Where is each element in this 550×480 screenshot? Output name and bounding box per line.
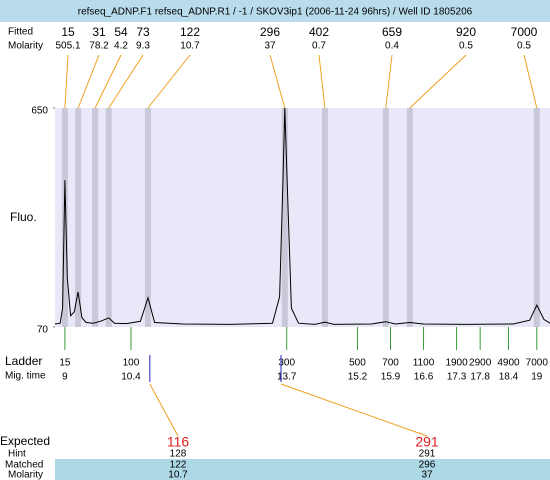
peak-size: 296 [260,25,280,39]
peak-molarity: 10.7 [180,41,200,52]
peak-size: 73 [136,25,150,39]
peak-size: 31 [92,25,106,39]
ladder-time: 13.7 [277,372,297,383]
expected-molarity-label: Molarity [8,470,43,480]
title: refseq_ADNP.F1 refseq_ADNP.R1 / -1 / SKO… [78,7,473,18]
expected-value: 116 [167,434,190,450]
ladder-size: 500 [349,358,366,369]
peak-molarity: 4.2 [114,41,128,52]
ladder-time: 15.2 [348,372,368,383]
peak-molarity: 9.3 [136,41,150,52]
peak-molarity: 0.5 [459,41,473,52]
molarity-value: 10.7 [168,470,188,480]
ladder-time: 17.3 [447,372,467,383]
hint-value: 291 [419,449,436,460]
peak-band [321,108,328,327]
peak-size: 402 [309,25,329,39]
molarity-value: 37 [421,470,433,480]
peak-connector [94,54,122,109]
peak-connector [147,54,191,109]
peak-band [144,108,151,327]
hint-value: 128 [170,449,187,460]
ladder-time: 10.4 [121,372,141,383]
ladder-size: 15 [59,358,71,369]
matched-band [55,459,550,480]
header-bar [0,0,550,22]
peak-connector [108,54,144,109]
peak-size: 122 [180,25,200,39]
peak-size: 54 [114,25,128,39]
peak-molarity: 0.7 [312,41,326,52]
peak-size: 920 [456,25,476,39]
peak-band [382,108,389,327]
ladder-size: 300 [278,358,295,369]
ladder-size: 7000 [526,358,549,369]
ladder-size: 100 [123,358,140,369]
ladder-time: 15.9 [381,372,401,383]
peak-connector [409,54,467,109]
ladder-size: 1900 [445,358,468,369]
peak-connector [64,54,69,109]
expected-label: Expected [0,434,50,448]
peak-size: 7000 [511,25,538,39]
y-tick-label: 70 [37,325,49,336]
mig-time-label: Mig. time [5,371,46,382]
ladder-time: 17.8 [470,372,490,383]
matched-value: 122 [170,460,187,471]
size-row-label: Fitted [8,27,33,38]
expected-connector [280,383,428,437]
peak-band [92,108,99,327]
ladder-time: 16.6 [414,372,434,383]
ladder-size: 1100 [413,358,435,369]
peak-band [281,108,288,327]
ladder-size: 4900 [497,358,520,369]
peak-size: 659 [382,25,402,39]
ladder-time: 19 [531,372,543,383]
expected-value: 291 [415,434,439,450]
ladder-size: 2900 [469,358,492,369]
ladder-label: Ladder [5,354,42,368]
peak-size: 15 [61,25,75,39]
peak-connector [523,54,538,109]
peak-connector [318,54,326,109]
peak-connector [269,54,286,109]
peak-molarity: 505.1 [55,41,80,52]
matched-label: Matched [5,460,43,471]
peak-band [61,108,68,327]
matched-value: 296 [419,460,436,471]
expected-connector [149,383,179,437]
peak-band [75,108,82,327]
peak-molarity: 78.2 [89,41,109,52]
peak-molarity: 0.5 [517,41,531,52]
ladder-size: 700 [382,358,399,369]
hint-label: Hint [8,449,26,460]
peak-connector [385,54,393,109]
peak-band [533,108,540,327]
ladder-time: 18.4 [499,372,519,383]
peak-connector [77,54,100,109]
peak-molarity: 37 [264,41,276,52]
y-axis-label: Fluo. [10,210,37,224]
trace [54,107,550,325]
y-tick-label: 650 [31,106,48,117]
peak-band [105,108,112,327]
peak-band [406,108,413,327]
plot-area [55,108,550,327]
peak-molarity: 0.4 [385,41,399,52]
ladder-time: 9 [62,372,68,383]
molarity-row-label: Molarity [8,41,43,52]
